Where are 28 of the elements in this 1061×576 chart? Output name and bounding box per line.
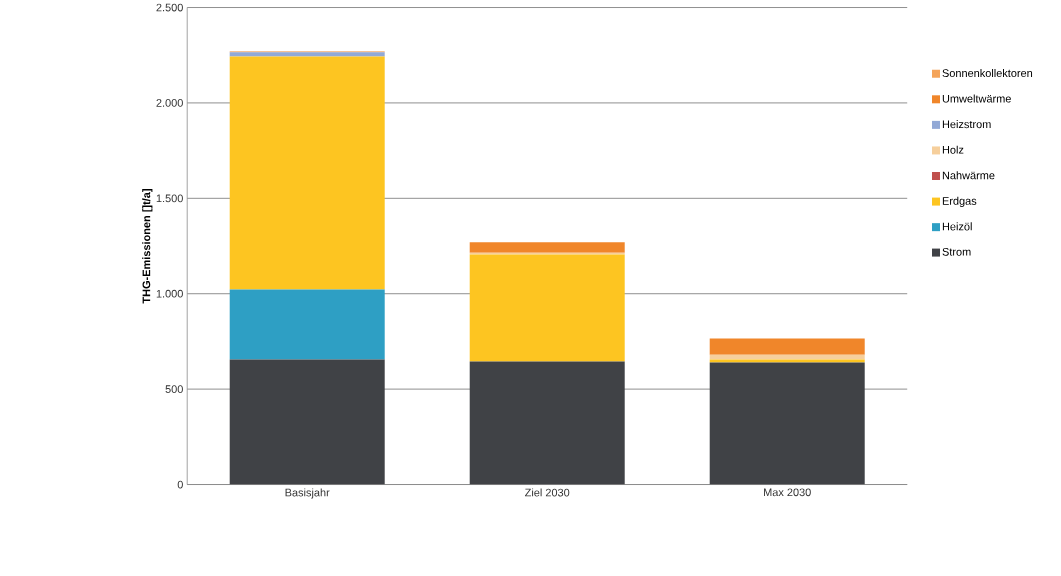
bar	[709, 338, 865, 355]
legend-label: Umweltwärme	[942, 94, 1011, 103]
x-tick-label: Basisjahr	[285, 488, 330, 499]
bar	[229, 56, 385, 290]
bar	[229, 52, 385, 57]
legend-label: Sonnenkollektoren	[942, 68, 1033, 77]
bar	[709, 362, 865, 485]
bar	[469, 254, 625, 362]
bar	[469, 242, 625, 253]
bar	[229, 359, 385, 485]
legend-label: Holz	[942, 145, 964, 154]
y-axis-title: THG-Emissionen []t/a]	[142, 189, 153, 304]
bar	[469, 361, 625, 485]
y-tick-label: 1.500	[156, 194, 183, 203]
x-tick-label: Ziel 2030	[525, 488, 570, 497]
y-tick-label: 2.000	[156, 99, 183, 107]
x-tick-label: Max 2030	[764, 488, 811, 497]
bar	[709, 354, 865, 360]
y-tick-label: 0	[177, 480, 183, 489]
legend-label: Nahwärme	[942, 171, 995, 180]
y-tick-label: 2.500	[156, 3, 183, 12]
y-tick-label: 500	[165, 385, 183, 393]
legend-label: Erdgas	[942, 196, 977, 207]
legend-label: Heizöl	[942, 222, 972, 231]
legend-label: Heizstrom	[942, 120, 991, 129]
y-tick-label: 1.000	[156, 289, 183, 298]
legend-label: Strom	[942, 247, 971, 256]
bar	[229, 289, 385, 360]
